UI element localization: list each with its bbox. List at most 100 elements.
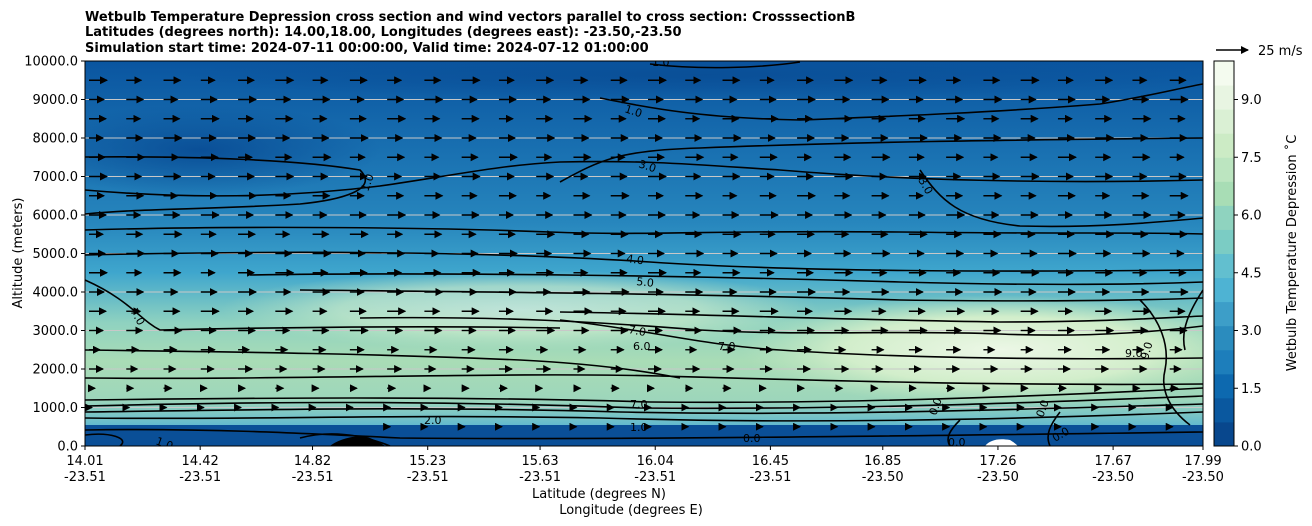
x-tick-label-lon: -23.51 bbox=[407, 470, 449, 485]
contour-line bbox=[85, 279, 561, 331]
colorbar-band bbox=[1214, 181, 1234, 206]
colorbar-band bbox=[1214, 397, 1234, 423]
colorbar-tick-label: 7.5 bbox=[1241, 151, 1262, 166]
plot-area: 1.0 1.0 3.0 1.0 3.0 4.0 5.0 7.0 7.0 6.0 … bbox=[85, 61, 1203, 453]
colorbar-band bbox=[1214, 301, 1234, 327]
x-tick-label-lon: -23.50 bbox=[862, 470, 904, 485]
colorbar-band bbox=[1214, 157, 1234, 182]
x-tick-label-lon: -23.50 bbox=[1092, 470, 1134, 485]
colorbar-tick-label: 4.5 bbox=[1241, 266, 1262, 281]
contour-label: 0.0 bbox=[1034, 398, 1052, 419]
x-tick-label-lat: 16.45 bbox=[752, 454, 789, 469]
y-tick-label: 9000.0 bbox=[33, 93, 79, 108]
contour-line bbox=[85, 349, 681, 379]
dry-region-lower-right bbox=[740, 295, 1203, 405]
contour-label: 1.0 bbox=[630, 421, 648, 434]
contour-line bbox=[85, 156, 367, 215]
colorbar-label: Wetbulb Temperature Depression ˚C bbox=[1284, 135, 1300, 372]
contour-label: 0.0 bbox=[927, 396, 945, 417]
colorbar-band bbox=[1214, 253, 1234, 279]
contour-line bbox=[559, 311, 1203, 323]
x-axis-label-lat: Latitude (degrees N) bbox=[532, 487, 666, 502]
y-tick-label: 7000.0 bbox=[33, 170, 79, 185]
colorbar-tick-label: 1.5 bbox=[1241, 382, 1262, 397]
y-tick-label: 2000.0 bbox=[33, 363, 79, 378]
x-tick-label-lat: 14.01 bbox=[66, 454, 103, 469]
contour-label: 1.0 bbox=[154, 435, 175, 453]
contour-line bbox=[85, 428, 1203, 440]
chart-title: Wetbulb Temperature Depression cross sec… bbox=[85, 10, 855, 56]
colorbar-band bbox=[1214, 85, 1234, 110]
x-tick-label-lat: 17.99 bbox=[1184, 454, 1221, 469]
x-tick-label-lat: 14.82 bbox=[294, 454, 331, 469]
colorbar: 0.0 1.5 3.0 4.5 6.0 7.5 9.0 bbox=[1213, 60, 1262, 455]
horizontal-gridlines bbox=[85, 99, 1203, 408]
x-tick-label-lon: -23.51 bbox=[519, 470, 561, 485]
y-tick-label: 3000.0 bbox=[33, 324, 79, 339]
contour-line bbox=[299, 433, 391, 446]
colorbar-tick-label: 0.0 bbox=[1241, 440, 1262, 455]
colorbar-band bbox=[1214, 373, 1234, 399]
dry-region-mid bbox=[220, 270, 820, 350]
contour-label: 7.0 bbox=[627, 323, 646, 339]
contour-label: 5.0 bbox=[636, 275, 655, 290]
wind-vectors bbox=[85, 76, 1189, 431]
y-tick-label: 0.0 bbox=[57, 440, 78, 455]
contour-line bbox=[249, 273, 1203, 286]
contour-label: 2.0 bbox=[424, 414, 442, 427]
contour-line bbox=[1047, 411, 1061, 446]
x-tick-label-lon: -23.50 bbox=[977, 470, 1019, 485]
x-tick-label-lon: -23.51 bbox=[749, 470, 791, 485]
contour-label: 7.0 bbox=[630, 398, 648, 411]
y-axis-label: Altitude (meters) bbox=[11, 198, 26, 309]
contour-label: 4.0 bbox=[626, 252, 645, 267]
contour-line bbox=[649, 61, 801, 69]
contour-line bbox=[85, 387, 1203, 404]
x-axis-label-lon: Longitude (degrees E) bbox=[559, 503, 703, 518]
x-tick-label-lat: 17.67 bbox=[1095, 454, 1132, 469]
x-tick-label-lat: 15.63 bbox=[521, 454, 558, 469]
contour-label: 7.0 bbox=[718, 340, 736, 353]
contour-line bbox=[1139, 299, 1191, 426]
colorbar-band bbox=[1214, 61, 1234, 86]
x-tick-label-lat: 16.85 bbox=[864, 454, 901, 469]
colorbar-band bbox=[1214, 229, 1234, 254]
x-tick-label-lon: -23.51 bbox=[292, 470, 334, 485]
contour-line bbox=[85, 374, 1203, 386]
colorbar-band bbox=[1214, 325, 1234, 351]
y-tick-label: 10000.0 bbox=[24, 55, 78, 70]
colorbar-band bbox=[1214, 205, 1234, 230]
moist-region-upper-left bbox=[85, 105, 380, 195]
colorbar-tick-label: 9.0 bbox=[1241, 93, 1262, 108]
y-tick-label: 6000.0 bbox=[33, 209, 79, 224]
contour-line bbox=[1182, 289, 1203, 351]
contour-line bbox=[85, 433, 124, 446]
y-axis: 0.0 1000.0 2000.0 3000.0 4000.0 5000.0 6000.0 7… bbox=[24, 55, 85, 455]
contour-label: 3.0 bbox=[637, 157, 658, 175]
contour-label: 6.0 bbox=[633, 340, 651, 353]
title-line-2: Latitudes (degrees north): 14.00,18.00, … bbox=[85, 25, 682, 40]
quiver-key: 25 m/s bbox=[1216, 44, 1303, 59]
x-axis: 14.01-23.5114.42-23.5114.82-23.5115.23-2… bbox=[64, 446, 1224, 485]
contour-line bbox=[947, 419, 961, 446]
title-line-1: Wetbulb Temperature Depression cross sec… bbox=[85, 10, 855, 25]
x-tick-label-lon: -23.50 bbox=[1182, 470, 1224, 485]
colorbar-tick-label: 3.0 bbox=[1241, 324, 1262, 339]
colorbar-band bbox=[1214, 133, 1234, 158]
x-tick-label-lon: -23.51 bbox=[64, 470, 106, 485]
colorbar-frame bbox=[1213, 60, 1235, 447]
x-tick-label-lat: 16.04 bbox=[637, 454, 674, 469]
colorbar-band bbox=[1214, 277, 1234, 303]
x-tick-label-lat: 15.23 bbox=[409, 454, 446, 469]
colorbar-band bbox=[1214, 349, 1234, 375]
contour-label: 0.0 bbox=[743, 432, 761, 445]
colorbar-tick-label: 6.0 bbox=[1241, 209, 1262, 224]
terrain-gap-white bbox=[985, 439, 1018, 446]
y-tick-label: 1000.0 bbox=[33, 401, 79, 416]
title-line-3: Simulation start time: 2024-07-11 00:00:… bbox=[85, 41, 649, 56]
x-tick-label-lat: 14.42 bbox=[182, 454, 219, 469]
contour-label: 1.0 bbox=[623, 102, 644, 120]
contour-line bbox=[919, 169, 1203, 228]
contour-line bbox=[85, 395, 1203, 410]
